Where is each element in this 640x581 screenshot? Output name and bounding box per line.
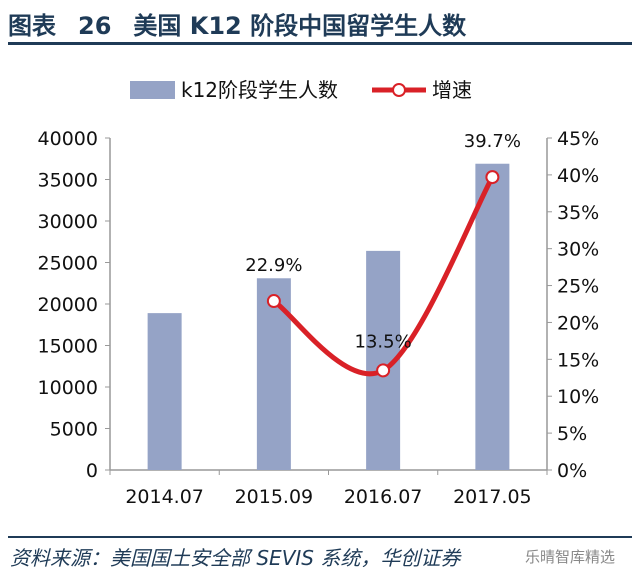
x-tick-label: 2016.07 [344,486,423,508]
growth-marker [485,170,500,185]
left-tick-label: 5000 [50,419,98,441]
growth-data-label: 22.9% [245,255,302,276]
title-rule [8,42,632,45]
legend-line-marker [392,83,406,97]
right-tick-label: 5% [557,423,587,445]
left-tick-label: 0 [86,460,98,482]
right-tick-label: 0% [557,460,587,482]
growth-data-label: 39.7% [464,131,521,152]
x-tick-label: 2017.05 [453,486,532,508]
growth-marker [376,363,391,378]
left-tick-label: 25000 [38,253,98,275]
left-tick-label: 20000 [38,294,98,316]
right-tick-label: 10% [557,386,599,408]
legend-line-label: 增速 [432,78,472,102]
growth-data-label: 13.5% [355,331,412,352]
right-tick-label: 20% [557,312,599,334]
legend-bar-label: k12阶段学生人数 [181,78,338,102]
x-tick-label: 2015.09 [235,486,314,508]
bar [475,163,510,471]
right-tick-label: 25% [557,276,599,298]
watermark: 乐晴智库精选 [525,548,616,566]
left-tick-label: 30000 [38,211,98,233]
left-tick-label: 10000 [38,377,98,399]
figure-number: 26 [78,12,112,40]
right-tick-label: 45% [557,128,599,150]
growth-marker [266,294,281,309]
right-tick-label: 30% [557,239,599,261]
chart-svg: k12阶段学生人数 增速 0 5000 10000 15000 20000 25000 30… [38,78,600,508]
source-note: 资料来源：美国国土安全部 SEVIS 系统，华创证券 [10,546,461,570]
legend: k12阶段学生人数 增速 [130,78,472,102]
footer-rule [8,536,632,538]
figure-title-text: 美国 K12 阶段中国留学生人数 [133,12,467,40]
figure-title: 图表 26 美国 K12 阶段中国留学生人数 [8,6,488,41]
right-tick-label: 15% [557,349,599,371]
legend-bar-swatch [130,81,175,99]
left-tick-label: 15000 [38,336,98,358]
left-tick-label: 35000 [38,170,98,192]
figure-label: 图表 [8,12,56,40]
left-tick-label: 40000 [38,128,98,150]
right-tick-label: 35% [557,202,599,224]
right-tick-label: 40% [557,165,599,187]
x-tick-label: 2014.07 [125,486,204,508]
bar [147,313,182,470]
